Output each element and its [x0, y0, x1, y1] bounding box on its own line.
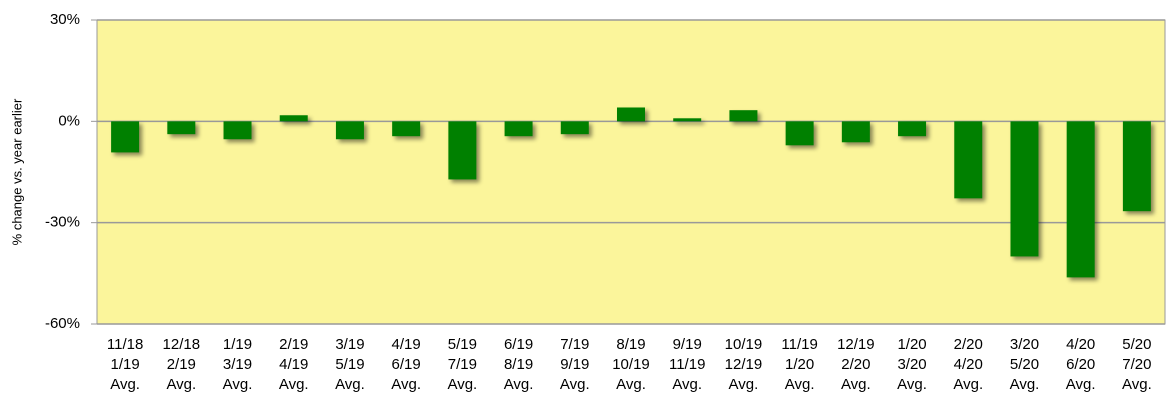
bar [167, 121, 196, 135]
x-tick-label: 1/19 [223, 336, 252, 353]
x-tick-label: 1/20 [785, 356, 814, 373]
bar [111, 121, 140, 153]
x-tick-label: Avg. [560, 376, 590, 393]
bar [617, 107, 645, 122]
bar [392, 121, 421, 137]
x-tick-label: 7/20 [1122, 356, 1151, 373]
x-tick-label: 11/18 [107, 336, 143, 353]
x-tick-label: 1/20 [897, 336, 926, 353]
y-tick-label: 30% [50, 11, 80, 28]
bar [785, 121, 814, 146]
x-tick-label: 12/19 [837, 336, 875, 353]
x-tick-label: 6/19 [392, 356, 421, 373]
x-tick-label: 5/20 [1122, 336, 1151, 353]
x-tick-label: Avg. [504, 376, 534, 393]
x-tick-label: 3/20 [1010, 336, 1039, 353]
bar [841, 121, 870, 143]
bar [1010, 121, 1039, 257]
y-tick-label: 0% [58, 112, 80, 129]
x-tick-label: 4/20 [1066, 336, 1095, 353]
x-tick-label: Avg. [279, 376, 309, 393]
x-tick-label: 12/19 [725, 356, 763, 373]
x-tick-label: Avg. [1122, 376, 1152, 393]
x-tick-label: 5/19 [448, 336, 477, 353]
bar [1066, 121, 1095, 278]
bar [504, 121, 533, 137]
bar [279, 115, 308, 122]
x-tick-label: Avg. [729, 376, 759, 393]
y-tick-label: -30% [45, 214, 80, 231]
x-tick-label: 4/19 [392, 336, 421, 353]
x-tick-label: 9/19 [560, 356, 589, 373]
x-tick-label: Avg. [1066, 376, 1096, 393]
x-tick-label: Avg. [223, 376, 253, 393]
bar [448, 121, 477, 180]
bar [223, 121, 252, 140]
x-tick-label: 11/19 [781, 336, 817, 353]
x-tick-label: 4/20 [954, 356, 983, 373]
x-tick-label: 8/19 [616, 336, 645, 353]
bar [898, 121, 927, 137]
x-tick-label: 2/19 [279, 336, 308, 353]
x-tick-label: 3/19 [223, 356, 252, 373]
x-tick-label: 7/19 [448, 356, 477, 373]
x-tick-label: Avg. [672, 376, 702, 393]
plot-area [96, 19, 1166, 325]
x-tick-label: Avg. [110, 376, 140, 393]
x-tick-label: 4/19 [279, 356, 308, 373]
bar [954, 121, 983, 199]
x-tick-label: 3/20 [897, 356, 926, 373]
x-tick-label: Avg. [953, 376, 983, 393]
x-tick-label: 2/19 [167, 356, 196, 373]
y-axis-label: % change vs. year earlier [9, 98, 24, 245]
x-tick-label: Avg. [785, 376, 815, 393]
x-tick-label: 3/19 [335, 336, 364, 353]
bar [673, 118, 702, 122]
x-tick-label: 9/19 [673, 336, 702, 353]
x-tick-label: 6/19 [504, 336, 533, 353]
y-tick-label: -60% [45, 315, 80, 332]
x-tick-label: 1/19 [111, 356, 140, 373]
x-tick-label: 8/19 [504, 356, 533, 373]
x-tick-label: Avg. [616, 376, 646, 393]
x-tick-label: Avg. [1010, 376, 1040, 393]
x-tick-label: 2/20 [841, 356, 870, 373]
bar [560, 121, 589, 135]
x-tick-label: 10/19 [612, 356, 650, 373]
bar [729, 110, 758, 122]
x-tick-label: 12/18 [163, 336, 201, 353]
x-tick-label: Avg. [335, 376, 365, 393]
x-tick-label: 5/20 [1010, 356, 1039, 373]
x-tick-label: 7/19 [560, 336, 589, 353]
x-tick-label: 2/20 [954, 336, 983, 353]
x-tick-label: 6/20 [1066, 356, 1095, 373]
x-tick-label: Avg. [391, 376, 421, 393]
x-tick-label: 11/19 [669, 356, 705, 373]
bar [335, 121, 364, 140]
bar [1122, 121, 1151, 212]
x-tick-label: Avg. [166, 376, 196, 393]
x-tick-label: Avg. [897, 376, 927, 393]
x-tick-label: 10/19 [725, 336, 763, 353]
x-tick-label: Avg. [447, 376, 477, 393]
x-tick-label: Avg. [841, 376, 871, 393]
x-tick-label: 5/19 [335, 356, 364, 373]
